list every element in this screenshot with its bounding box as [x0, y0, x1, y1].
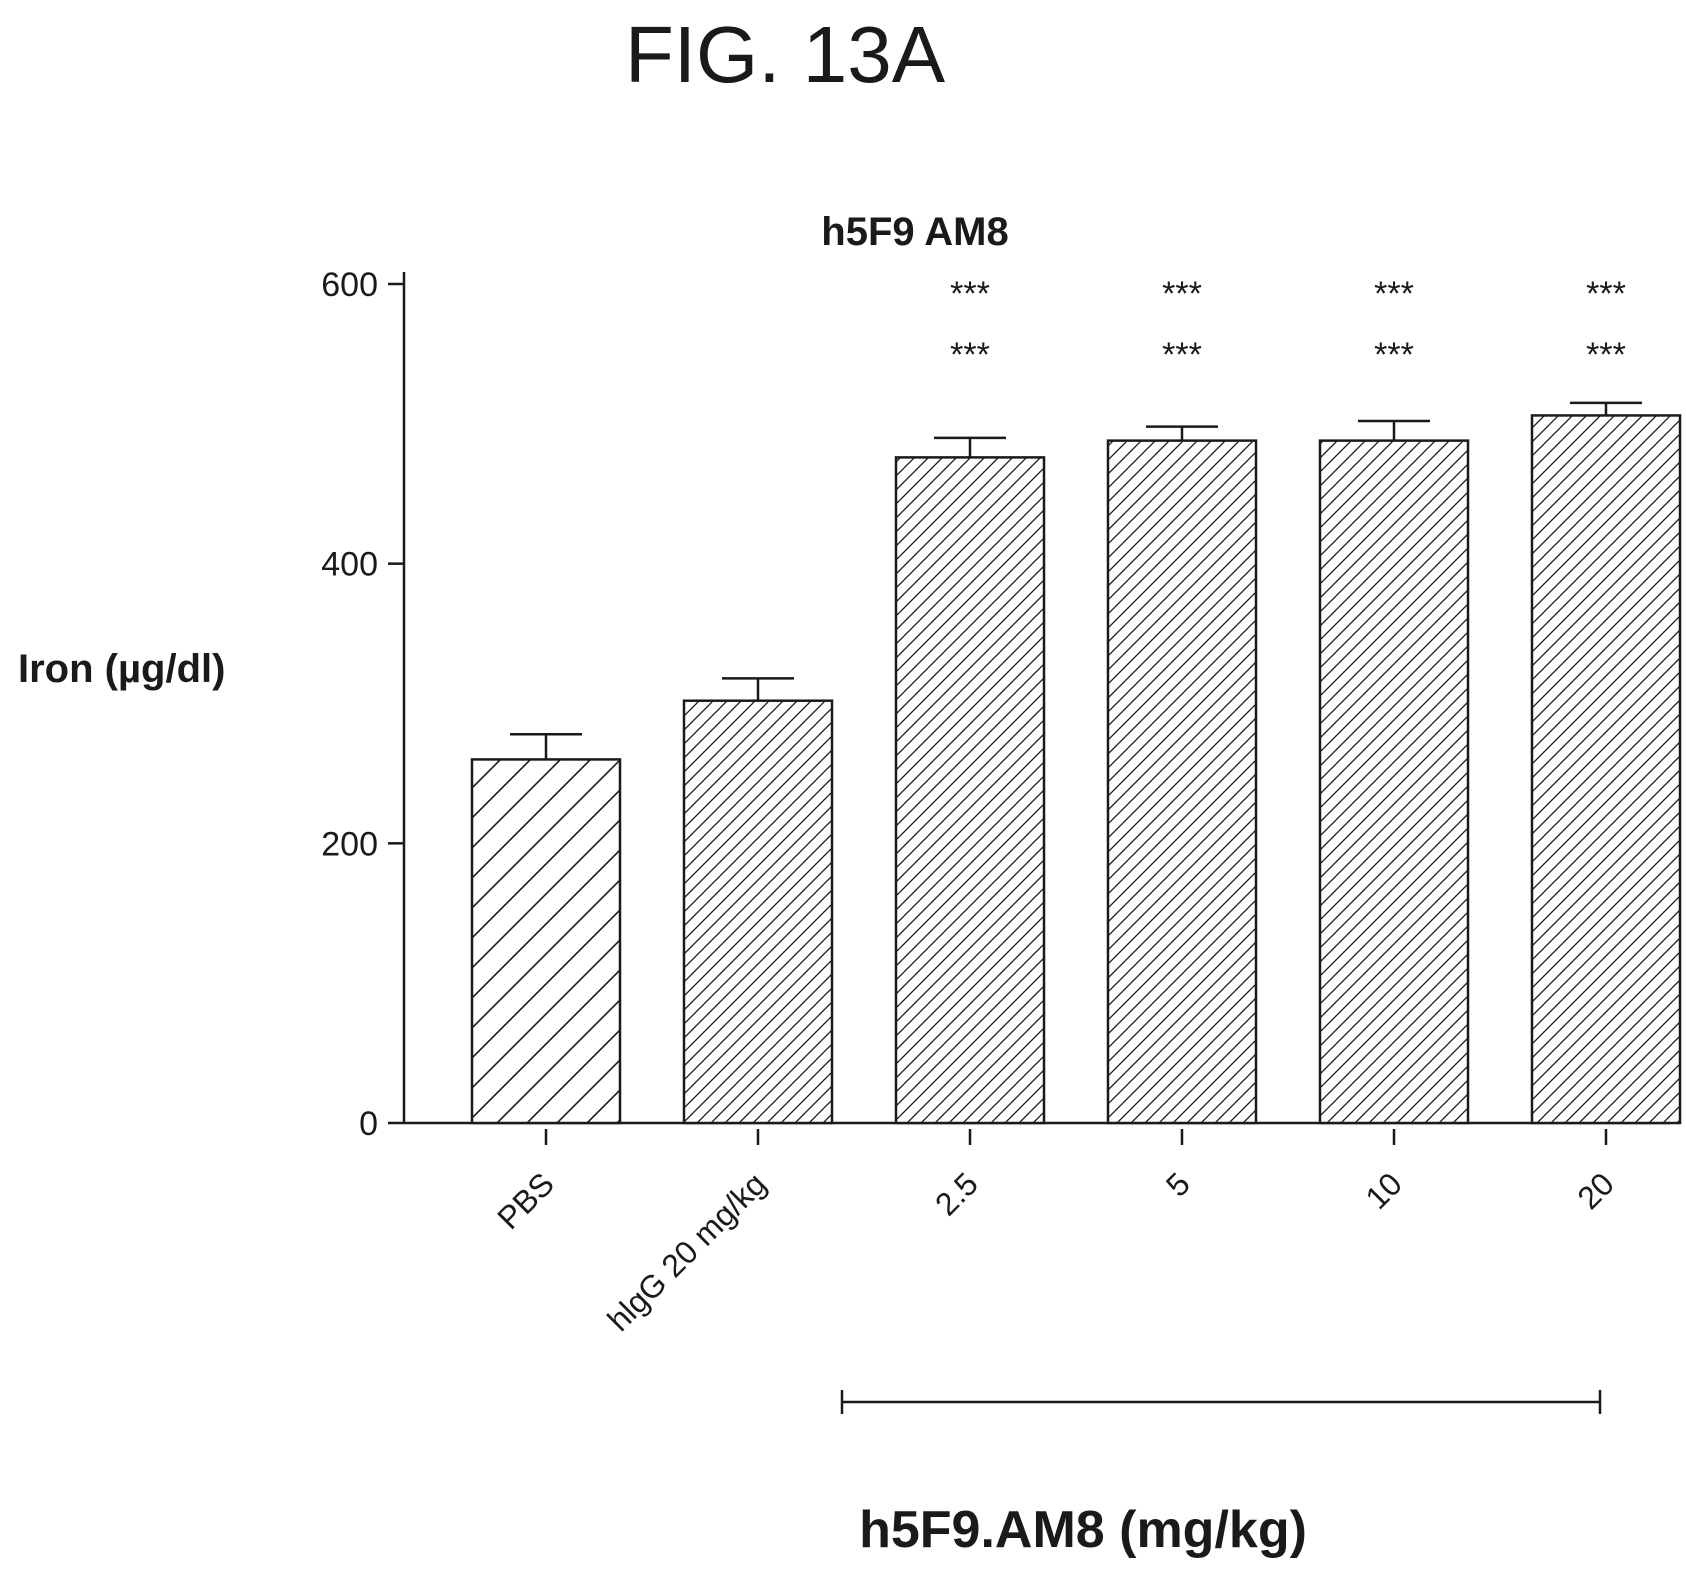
bar [1318, 439, 1470, 1125]
x-tick-label: 20 [1570, 1165, 1621, 1216]
figure-label: FIG. 13A [625, 10, 946, 99]
significance-mark: *** [1586, 275, 1626, 313]
bar [894, 456, 1046, 1125]
significance-mark: *** [1374, 275, 1414, 313]
x-tick-label: 10 [1358, 1165, 1409, 1216]
y-tick-label: 200 [321, 825, 378, 863]
bar [470, 758, 622, 1125]
y-tick-label: 400 [321, 546, 378, 584]
group-bracket [840, 1390, 1602, 1414]
significance-mark: *** [950, 275, 990, 313]
x-axis [404, 1121, 1670, 1145]
x-tick-label: PBS [490, 1165, 561, 1236]
significance-mark: *** [1374, 336, 1414, 374]
bars [470, 414, 1682, 1125]
significance-marks: *** *** *** *** *** *** *** *** [950, 275, 1626, 374]
y-tick-label: 0 [359, 1105, 378, 1143]
y-tick-label: 600 [321, 266, 378, 304]
significance-mark: *** [1586, 336, 1626, 374]
significance-mark: *** [950, 336, 990, 374]
x-tick-labels: PBS hlgG 20 mg/kg 2.5 5 10 20 [490, 1165, 1621, 1338]
x-tick-label: hlgG 20 mg/kg [600, 1165, 773, 1338]
chart-title: h5F9 AM8 [821, 210, 1008, 254]
significance-mark: *** [1162, 275, 1202, 313]
bar [1106, 439, 1258, 1125]
y-axis: 0 200 400 600 [321, 266, 406, 1143]
significance-mark: *** [1162, 336, 1202, 374]
y-axis-label: Iron (µg/dl) [18, 647, 225, 691]
x-tick-label: 5 [1159, 1165, 1197, 1203]
bar [1530, 414, 1682, 1125]
group-axis-label: h5F9.AM8 (mg/kg) [859, 1501, 1307, 1559]
error-bars [510, 401, 1642, 760]
x-tick-label: 2.5 [928, 1165, 985, 1222]
bar [682, 699, 834, 1125]
